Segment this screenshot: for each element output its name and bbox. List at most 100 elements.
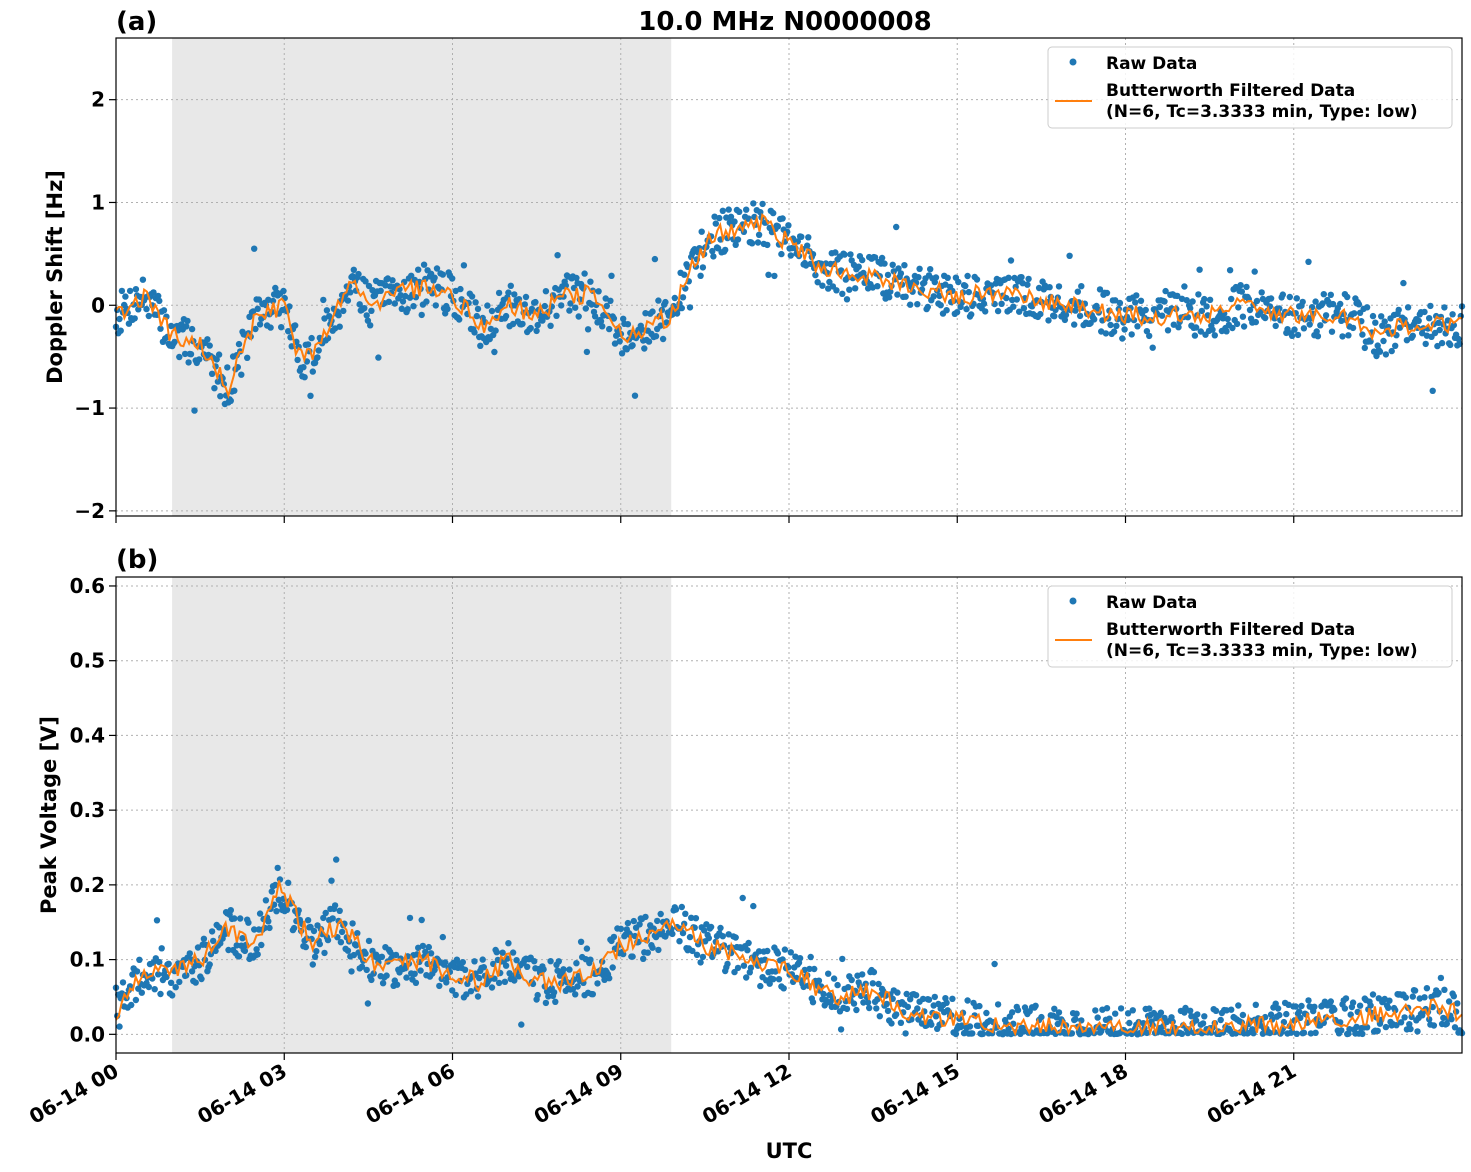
doppler-filtered-line	[115, 213, 1463, 400]
raw-data-point	[1243, 283, 1250, 291]
raw-data-point	[617, 925, 625, 932]
raw-data-point	[1359, 1030, 1366, 1038]
x-tick-label: 06-14 03	[193, 1059, 291, 1129]
raw-data-point	[1239, 313, 1247, 320]
raw-data-point	[132, 996, 140, 1004]
raw-data-point	[358, 963, 366, 970]
raw-data-point	[955, 278, 962, 286]
raw-data-point	[1062, 311, 1070, 319]
raw-data-point	[208, 928, 216, 935]
raw-data-point	[1305, 997, 1312, 1004]
raw-data-point	[1005, 274, 1012, 281]
raw-data-point	[1438, 339, 1446, 347]
raw-data-point	[461, 966, 469, 973]
raw-data-point	[807, 953, 814, 961]
voltage-x-ticks: 06-14 00 06-14 03 06-14 06 06-14 09 06-14 12…	[25, 1053, 1300, 1129]
figure-title: 10.0 MHz N0000008	[638, 7, 931, 37]
raw-data-point	[780, 985, 787, 992]
raw-data-point	[143, 305, 150, 313]
raw-data-point	[304, 341, 312, 348]
raw-data-point	[320, 914, 327, 922]
raw-data-point	[1191, 332, 1199, 339]
raw-data-point	[1051, 1005, 1058, 1012]
raw-data-point	[158, 945, 165, 952]
raw-data-point	[759, 200, 766, 208]
raw-data-point	[301, 374, 308, 381]
raw-data-point	[1164, 327, 1172, 334]
raw-data-point	[915, 274, 922, 281]
raw-data-point	[1267, 295, 1275, 302]
raw-data-point	[1246, 306, 1254, 314]
raw-data-point	[505, 289, 512, 296]
raw-data-point	[1445, 998, 1453, 1005]
raw-data-point	[1376, 348, 1384, 355]
raw-data-point	[575, 313, 582, 320]
raw-data-point	[1341, 1005, 1349, 1012]
raw-data-point	[679, 929, 687, 937]
raw-data-point	[1306, 321, 1313, 328]
raw-data-point	[1396, 324, 1404, 331]
raw-data-point	[302, 943, 309, 951]
raw-data-point	[1351, 310, 1358, 317]
raw-data-point	[116, 1023, 123, 1030]
raw-data-point	[787, 949, 794, 956]
raw-data-point	[476, 974, 483, 982]
raw-data-point	[1292, 1003, 1299, 1010]
raw-data-point	[1014, 1006, 1022, 1014]
x-axis-label: UTC	[766, 1139, 813, 1163]
raw-data-point	[484, 302, 491, 309]
raw-data-point	[1124, 1010, 1132, 1017]
x-tick-label: 06-14 06	[361, 1059, 459, 1129]
raw-data-point	[869, 980, 876, 987]
raw-data-point	[472, 299, 479, 306]
raw-data-point	[442, 959, 449, 966]
raw-data-point	[1307, 1030, 1315, 1037]
raw-data-point	[1045, 317, 1052, 324]
y-tick-label: 0.0	[70, 1022, 105, 1046]
raw-data-point	[1199, 1020, 1207, 1027]
raw-data-point	[606, 975, 613, 982]
raw-data-point	[876, 1013, 883, 1020]
raw-data-point	[471, 329, 478, 336]
raw-data-point	[963, 305, 970, 313]
raw-data-point	[932, 1013, 940, 1020]
raw-data-point	[1025, 275, 1032, 283]
raw-data-point	[136, 956, 143, 963]
raw-data-point	[1112, 1010, 1119, 1017]
raw-data-point	[659, 335, 667, 343]
raw-data-point	[1072, 307, 1079, 314]
raw-data-point	[347, 289, 354, 296]
raw-data-point	[943, 999, 950, 1006]
voltage-legend-box	[1047, 585, 1453, 668]
raw-data-point	[764, 241, 771, 249]
raw-data-point	[697, 959, 704, 966]
raw-data-point	[1238, 288, 1246, 295]
raw-data-point	[624, 321, 632, 328]
raw-data-point	[1240, 323, 1248, 330]
x-tick-label: 06-14 12	[698, 1059, 796, 1129]
raw-data-point	[398, 305, 405, 312]
raw-data-point	[1235, 1002, 1242, 1009]
raw-data-point	[431, 274, 438, 281]
raw-data-point	[1359, 331, 1366, 338]
raw-data-point	[375, 354, 382, 361]
raw-data-point	[883, 1000, 890, 1008]
raw-data-point	[774, 950, 782, 957]
raw-data-point	[138, 989, 145, 996]
raw-data-point	[1161, 298, 1168, 305]
raw-data-point	[208, 370, 216, 377]
raw-data-point	[1369, 991, 1377, 998]
raw-data-point	[1192, 1017, 1200, 1024]
raw-data-point	[591, 313, 599, 320]
raw-data-point	[629, 342, 636, 349]
raw-data-point	[895, 265, 902, 272]
raw-data-point	[567, 300, 574, 307]
raw-data-point	[930, 293, 937, 300]
raw-data-point	[914, 301, 921, 308]
raw-data-point	[1382, 351, 1390, 358]
raw-data-point	[754, 239, 762, 246]
raw-data-point	[1312, 298, 1319, 305]
raw-data-point	[163, 973, 170, 981]
raw-data-point	[1020, 305, 1028, 312]
raw-data-point	[903, 990, 910, 998]
